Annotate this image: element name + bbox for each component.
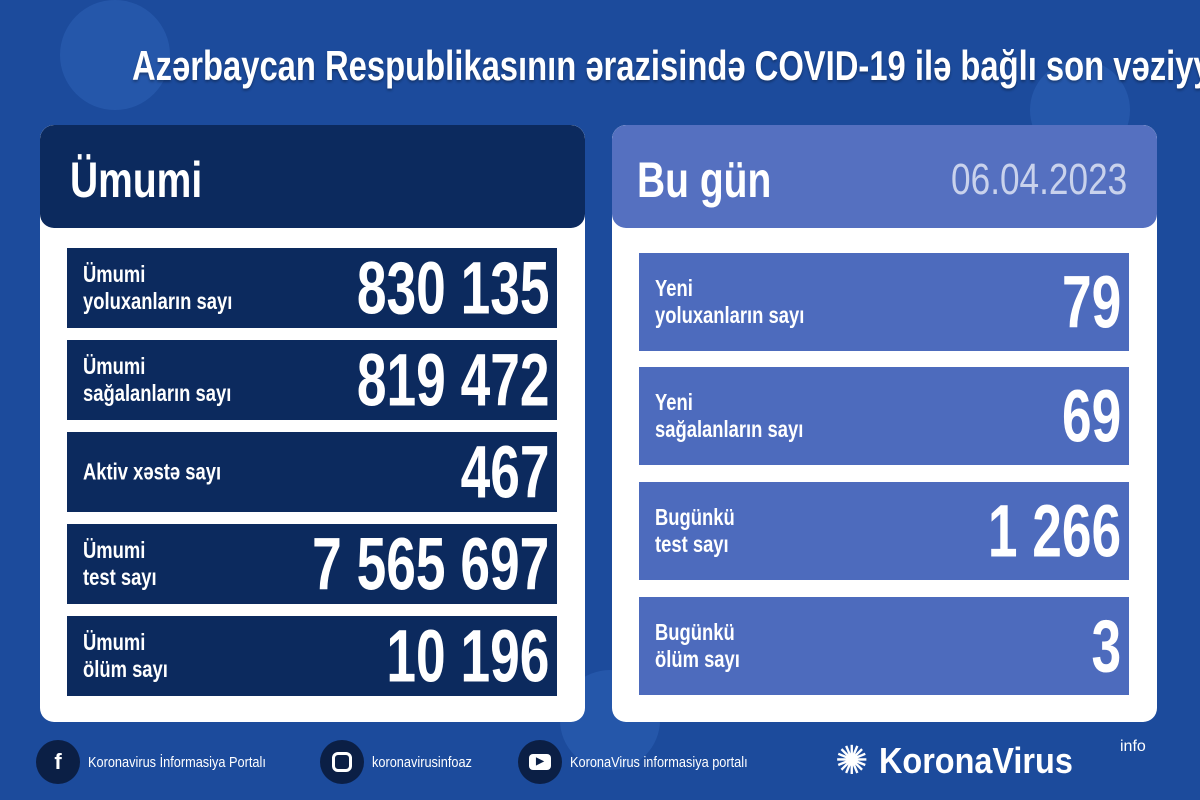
today-header: Bu gün 06.04.2023 xyxy=(612,125,1157,228)
stat-row: Ümumi yoluxanların sayı 830 135 xyxy=(67,246,557,330)
youtube-icon: ▶ xyxy=(518,740,562,784)
stat-value: 467 xyxy=(460,430,549,514)
total-header: Ümumi xyxy=(40,125,585,228)
stat-value: 1 266 xyxy=(987,489,1121,573)
report-date: 06.04.2023 xyxy=(950,155,1127,204)
stat-value: 10 196 xyxy=(386,614,549,698)
facebook-label: Koronavirus İnformasiya Portalı xyxy=(88,753,266,771)
stat-label: Bugünkü test sayı xyxy=(655,504,735,557)
sun-virus-icon: ✺ xyxy=(835,739,869,783)
virus-decoration xyxy=(60,0,170,110)
logo-text: KoronaVirus xyxy=(878,740,1073,781)
stat-value: 79 xyxy=(1061,260,1121,344)
today-panel: Bu gün 06.04.2023 Yeni yoluxanların sayı… xyxy=(612,125,1157,722)
stat-value: 3 xyxy=(1091,604,1121,688)
instagram-label: koronavirusinfoaz xyxy=(372,753,472,771)
today-heading: Bu gün xyxy=(637,152,772,208)
page-title: Azərbaycan Respublikasının ərazisində CO… xyxy=(132,42,1200,89)
stat-label: Ümumi yoluxanların sayı xyxy=(83,261,233,314)
stat-value: 69 xyxy=(1061,374,1121,458)
logo-sup: info xyxy=(1120,738,1146,755)
stat-row: Ümumi test sayı 7 565 697 xyxy=(67,522,557,606)
stat-label: Ümumi test sayı xyxy=(83,537,157,590)
stat-row: Bugünkü test sayı 1 266 xyxy=(639,482,1129,580)
stat-label: Bugünkü ölüm sayı xyxy=(655,619,740,672)
stat-value: 7 565 697 xyxy=(311,522,549,606)
total-heading: Ümumi xyxy=(70,152,203,208)
stat-row: Yeni yoluxanların sayı 79 xyxy=(639,253,1129,351)
stat-label: Yeni sağalanların sayı xyxy=(655,389,804,442)
stat-row: Yeni sağalanların sayı 69 xyxy=(639,367,1129,465)
stat-value: 830 135 xyxy=(356,246,549,330)
stat-row: Bugünkü ölüm sayı 3 xyxy=(639,597,1129,695)
youtube-link[interactable]: ▶ KoronaVirus informasiya portalı xyxy=(518,740,779,784)
stat-row: Ümumi sağalanların sayı 819 472 xyxy=(67,338,557,422)
koronavirus-logo: ✺ KoronaVirus info xyxy=(835,738,1146,784)
instagram-link[interactable]: koronavirusinfoaz xyxy=(320,740,490,784)
stat-value: 819 472 xyxy=(356,338,549,422)
instagram-icon xyxy=(320,740,364,784)
stat-label: Ümumi ölüm sayı xyxy=(83,629,168,682)
facebook-link[interactable]: f Koronavirus İnformasiya Portalı xyxy=(36,740,297,784)
stat-label: Yeni yoluxanların sayı xyxy=(655,275,805,328)
stat-label: Ümumi sağalanların sayı xyxy=(83,353,232,406)
stat-label: Aktiv xəstə sayı xyxy=(83,458,222,485)
youtube-label: KoronaVirus informasiya portalı xyxy=(570,753,748,771)
stat-row: Ümumi ölüm sayı 10 196 xyxy=(67,614,557,698)
facebook-icon: f xyxy=(36,740,80,784)
stat-row: Aktiv xəstə sayı 467 xyxy=(67,430,557,514)
total-panel: Ümumi Ümumi yoluxanların sayı 830 135 Ümu… xyxy=(40,125,585,722)
